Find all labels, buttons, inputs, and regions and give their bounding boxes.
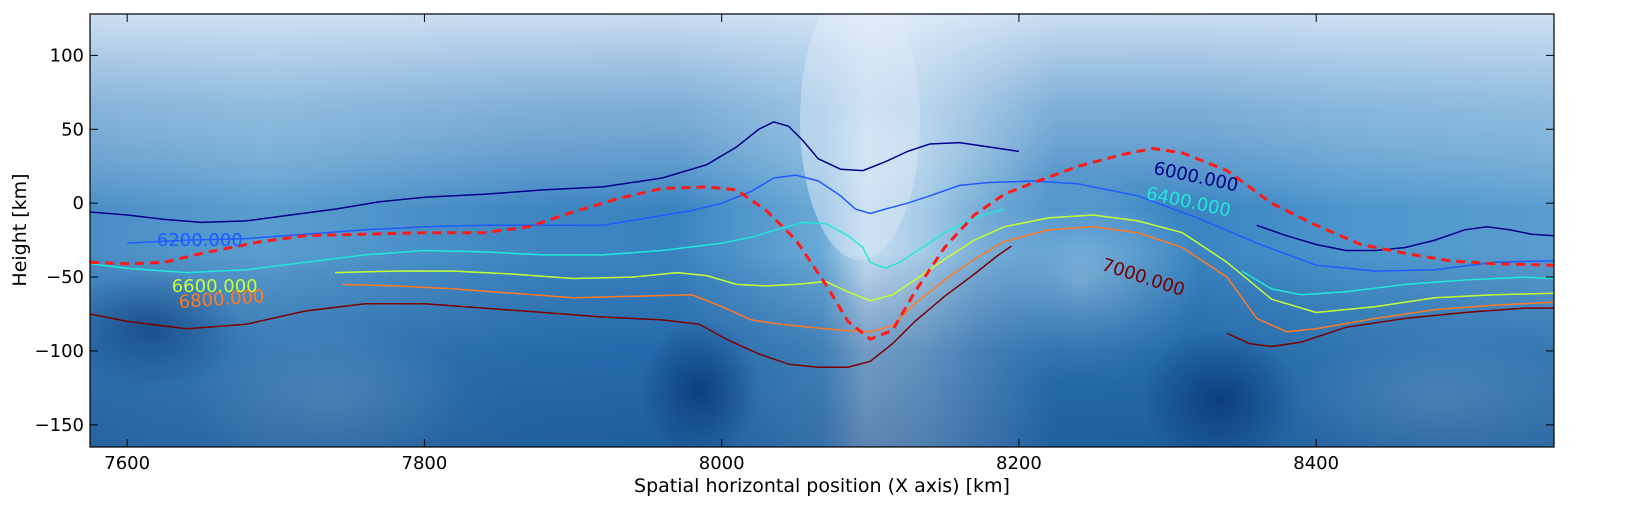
y-axis-label: Height [km] bbox=[9, 173, 31, 286]
x-tick-label: 7800 bbox=[402, 453, 448, 474]
contour-line-7000-seg-1 bbox=[1226, 307, 1554, 348]
x-tick-label: 8000 bbox=[699, 453, 745, 474]
x-tick-label: 8400 bbox=[1293, 453, 1339, 474]
y-tick-label: −150 bbox=[35, 415, 84, 436]
contour-line-7000-seg-0 bbox=[90, 245, 1012, 368]
contour-line-6600-seg-0 bbox=[335, 214, 1554, 314]
plot-frame bbox=[89, 13, 1555, 448]
x-axis: 7600 7800 8000 8200 8400 bbox=[104, 14, 1339, 474]
boundary-dashed-path bbox=[90, 146, 1554, 341]
contour-line-6400-seg-0 bbox=[90, 208, 1005, 274]
y-tick-label: −100 bbox=[35, 341, 84, 362]
x-tick-label: 7600 bbox=[104, 453, 150, 474]
contour-line-6000-seg-0 bbox=[90, 121, 1020, 224]
y-tick-label: 0 bbox=[73, 193, 84, 214]
boundary-dashed-line bbox=[90, 146, 1554, 341]
contour-lines bbox=[90, 121, 1554, 368]
y-tick-label: 50 bbox=[61, 119, 84, 140]
contour-line-6000-seg-1 bbox=[1256, 224, 1554, 252]
contour-label-6200: 6200.000 bbox=[157, 230, 243, 251]
contour-line-6200-seg-0 bbox=[127, 174, 1554, 272]
contour-line-6400-seg-1 bbox=[1241, 270, 1554, 296]
x-tick-label: 8200 bbox=[996, 453, 1042, 474]
y-tick-label: 100 bbox=[50, 45, 84, 66]
contour-label-6600: 6600.000 bbox=[172, 276, 258, 297]
y-axis: 100 50 0 −50 −100 −150 bbox=[35, 45, 1554, 436]
x-axis-label: Spatial horizontal position (X axis) [km… bbox=[634, 475, 1010, 497]
y-tick-label: −50 bbox=[46, 267, 84, 288]
contour-line-6800-seg-0 bbox=[342, 226, 1554, 333]
heatmap-background bbox=[90, 14, 1554, 447]
